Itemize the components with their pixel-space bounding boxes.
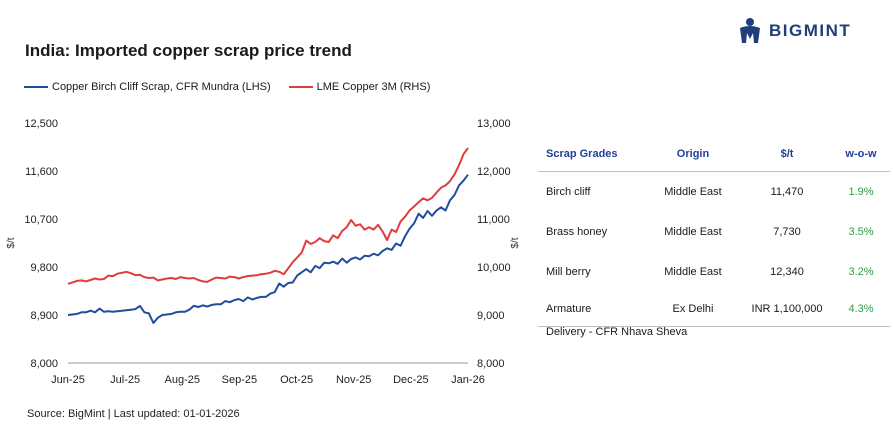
table-header-row: Scrap Grades Origin $/t w-o-w — [538, 137, 890, 172]
x-tick-label: Aug-25 — [165, 374, 200, 386]
cell-origin: Middle East — [664, 186, 722, 198]
y-right-tick-label: 13,000 — [477, 118, 511, 130]
series-line-birch-cliff — [67, 174, 469, 324]
y-left-tick-label: 8,900 — [30, 310, 58, 322]
col-header-wow: w-o-w — [832, 137, 890, 172]
x-tick-label: Jul-25 — [110, 374, 140, 386]
cell-origin: Middle East — [664, 266, 722, 278]
legend-label-lme: LME Copper 3M (RHS) — [316, 81, 431, 93]
x-tick-label: Oct-25 — [280, 374, 313, 386]
series-line-lme-copper — [67, 147, 469, 285]
table-row: Armature Ex Delhi INR 1,100,000 4.3% — [538, 292, 890, 327]
legend-swatch-birch — [24, 86, 48, 88]
table-row: Brass honey Middle East 7,730 3.5% — [538, 212, 890, 252]
chart-legend: Copper Birch Cliff Scrap, CFR Mundra (LH… — [24, 81, 430, 93]
x-tick-label: Nov-25 — [336, 374, 371, 386]
cell-price: 11,470 — [770, 186, 804, 198]
y-right-tick-label: 11,000 — [477, 214, 510, 226]
y-right-axis-title: $/t — [510, 237, 521, 248]
y-left-tick-label: 8,000 — [30, 358, 58, 370]
legend-item-birch: Copper Birch Cliff Scrap, CFR Mundra (LH… — [24, 81, 271, 93]
y-left-tick-label: 9,800 — [30, 262, 58, 274]
cell-price: 7,730 — [773, 226, 801, 238]
chart-title: India: Imported copper scrap price trend — [25, 41, 352, 60]
cell-wow: 4.3% — [832, 292, 890, 327]
cell-wow: 3.5% — [848, 226, 874, 238]
source-note: Source: BigMint | Last updated: 01-01-20… — [27, 408, 240, 420]
y-right-tick-label: 8,000 — [477, 358, 505, 370]
legend-label-birch: Copper Birch Cliff Scrap, CFR Mundra (LH… — [52, 81, 271, 93]
delivery-note: Delivery - CFR Nhava Sheva — [546, 326, 688, 338]
y-left-tick-label: 12,500 — [24, 118, 58, 130]
table-row: Birch cliff Middle East 11,470 1.9% — [538, 172, 890, 213]
cell-origin: Ex Delhi — [644, 292, 742, 327]
table-row: Mill berry Middle East 12,340 3.2% — [538, 252, 890, 292]
x-tick-label: Dec-25 — [393, 374, 428, 386]
cell-grade: Mill berry — [546, 266, 591, 278]
cell-grade: Armature — [538, 292, 644, 327]
brand-name: BIGMINT — [769, 21, 852, 40]
y-left-tick-label: 11,600 — [25, 166, 58, 178]
x-tick-label: Sep-25 — [222, 374, 257, 386]
y-right-tick-label: 9,000 — [477, 310, 505, 322]
scrap-grades-table: Scrap Grades Origin $/t w-o-w Birch clif… — [538, 137, 890, 327]
x-tick-label: Jun-25 — [51, 374, 85, 386]
cell-wow: 3.2% — [848, 266, 874, 278]
price-chart: 8,000 8,900 9,800 10,700 11,600 12,500 8,000 9,… — [6, 118, 521, 386]
col-header-origin: Origin — [644, 137, 742, 172]
bigmint-logo-icon — [740, 18, 760, 43]
cell-price: INR 1,100,000 — [742, 292, 832, 327]
cell-grade: Birch cliff — [546, 186, 591, 198]
y-left-tick-label: 10,700 — [24, 214, 58, 226]
cell-wow: 1.9% — [848, 186, 874, 198]
cell-origin: Middle East — [664, 226, 722, 238]
legend-swatch-lme — [288, 86, 313, 88]
x-tick-label: Jan-26 — [451, 374, 485, 386]
col-header-price: $/t — [742, 137, 832, 172]
cell-price: 12,340 — [770, 266, 804, 278]
brand-logo: BIGMINT — [737, 17, 851, 45]
y-left-axis-title: $/t — [6, 237, 17, 248]
col-header-grade: Scrap Grades — [538, 137, 644, 172]
legend-item-lme: LME Copper 3M (RHS) — [288, 81, 431, 93]
y-right-tick-label: 12,000 — [477, 166, 511, 178]
cell-grade: Brass honey — [546, 226, 608, 238]
y-right-tick-label: 10,000 — [477, 262, 511, 274]
